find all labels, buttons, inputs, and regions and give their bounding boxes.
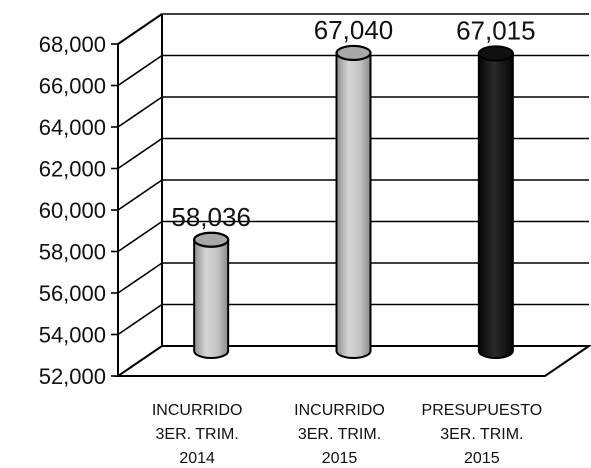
- bars: [193, 44, 514, 359]
- y-tick-label: 52,000: [39, 364, 106, 389]
- grid: [114, 13, 591, 377]
- gridline-side: [117, 96, 163, 128]
- x-tick-label: 3ER. TRIM.: [298, 426, 381, 443]
- y-axis: 52,000 54,000 56,000 58,000 60,000 62,000 64,0…: [39, 32, 118, 389]
- gridline-side: [117, 179, 163, 211]
- x-tick-label: 2014: [179, 450, 215, 467]
- data-label: 67,015: [456, 15, 536, 45]
- bar-top-cap: [335, 44, 372, 62]
- x-tick-label: 3ER. TRIM.: [440, 426, 523, 443]
- x-tick-label: 2015: [322, 450, 358, 467]
- gridline-side: [117, 137, 163, 170]
- data-label: 67,040: [314, 15, 394, 45]
- y-tick-label: 58,000: [39, 240, 106, 265]
- y-tick-label: 66,000: [39, 74, 106, 99]
- y-tick-label: 54,000: [39, 323, 106, 348]
- x-tick-label: INCURRIDO: [152, 402, 243, 419]
- x-tick-label: 3ER. TRIM.: [156, 426, 239, 443]
- data-label: 58,036: [171, 202, 251, 232]
- y-tick-label: 62,000: [39, 157, 106, 182]
- x-tick-label: PRESUPUESTO: [422, 402, 543, 419]
- bar-2: [335, 44, 372, 359]
- gridline-side: [117, 220, 163, 253]
- x-tick-label: INCURRIDO: [294, 402, 385, 419]
- bar-top-cap: [193, 231, 230, 248]
- gridline-side: [117, 262, 163, 294]
- bar-3: [477, 45, 514, 359]
- bar-1: [193, 231, 230, 359]
- value-labels: 58,036 67,040 67,015: [171, 15, 535, 232]
- y-tick-label: 64,000: [39, 115, 106, 140]
- y-tick-label: 60,000: [39, 198, 106, 223]
- gridline-side: [117, 303, 163, 336]
- gridline-side: [117, 54, 163, 87]
- bar-body: [335, 51, 372, 359]
- y-tick-label: 68,000: [39, 32, 106, 57]
- x-axis: INCURRIDO 3ER. TRIM. 2014 INCURRIDO 3ER. TRI…: [152, 402, 542, 467]
- x-tick-label: 2015: [464, 450, 500, 467]
- bar-top-cap: [477, 45, 514, 62]
- bar-body: [193, 238, 230, 359]
- floor-plane: [114, 345, 591, 377]
- bar-body: [477, 52, 514, 359]
- gridline-side: [117, 13, 163, 45]
- y-tick-label: 56,000: [39, 281, 106, 306]
